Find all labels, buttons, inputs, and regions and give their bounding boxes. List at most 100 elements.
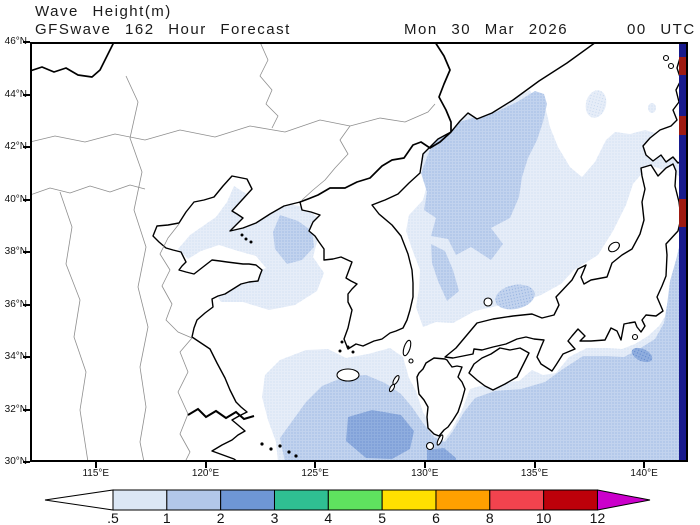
lat-tick-label: 40°N	[4, 193, 27, 205]
yangtze-river	[187, 407, 255, 421]
colorbar-tick-label: 1	[163, 510, 171, 525]
province-border-8	[29, 184, 146, 196]
lat-tick-label: 36°N	[4, 298, 27, 310]
colorbar-segment	[220, 489, 275, 511]
lat-tick-mark	[23, 198, 30, 201]
lat-tick-label: 46°N	[4, 36, 27, 47]
boundary-lines-layer	[29, 41, 452, 463]
east-boundary-stripe	[679, 42, 688, 462]
island-jeju	[336, 368, 360, 382]
island-tsushima	[402, 339, 412, 357]
islets-zhoushan	[260, 442, 298, 458]
lat-tick-label: 44°N	[4, 88, 27, 100]
wave-region-south-of-kyushu-core	[427, 448, 456, 462]
colorbar-tick-label: 4	[324, 510, 332, 525]
lon-tick-mark	[643, 462, 646, 468]
island-goto-2	[388, 383, 396, 393]
colorbar-segment	[543, 489, 598, 511]
land-layer	[29, 41, 689, 463]
lat-tick-mark	[23, 93, 30, 96]
lat-tick-mark	[23, 461, 30, 463]
coastline-mainland-asia	[29, 41, 597, 463]
wave-shading-layer	[178, 90, 688, 462]
lat-tick-label: 30°N	[4, 456, 27, 467]
province-border-5	[301, 125, 351, 201]
islets-korea-southwest	[338, 340, 355, 354]
coastline-honshu	[444, 163, 682, 372]
coastline-shikoku	[468, 347, 530, 391]
colorbar-tick-label: .5	[107, 510, 119, 525]
island-izu-oshima	[631, 333, 639, 341]
island-rebun	[662, 54, 670, 62]
colorbar-tick-label: 3	[271, 510, 279, 525]
wave-region-korea-bay-core	[273, 215, 314, 264]
lat-tick-label: 38°N	[4, 246, 27, 257]
colorbar-tick-label: 6	[432, 510, 440, 525]
lon-tick-mark	[423, 462, 426, 468]
wave-region-sanin-offshore-patch	[495, 284, 535, 310]
colorbar-tick-label: 8	[486, 510, 494, 525]
colorbar-segment	[381, 489, 437, 511]
colorbar-tick-label: 10	[536, 510, 552, 525]
island-sado	[608, 241, 620, 253]
wave-height-map-svg	[29, 41, 689, 463]
lon-tick-mark	[533, 462, 536, 468]
model-forecast-label: GFSwave 162 Hour Forecast	[35, 21, 291, 38]
colorbar: .5 1 2 3 4 5 6 8 10 12	[44, 489, 651, 525]
lat-tick-label: 42°N	[4, 141, 27, 152]
lat-tick-mark	[23, 251, 30, 253]
coastline-kyushu	[416, 357, 466, 437]
lat-tick-mark	[23, 303, 30, 306]
province-border-4	[159, 223, 193, 339]
border-nk-china	[299, 131, 452, 203]
lon-tick-label: 125°E	[301, 468, 329, 479]
province-border-3	[59, 191, 89, 463]
wave-region-east-of-korea-patch	[431, 244, 459, 301]
wave-region-primorye-detached-spot	[585, 90, 607, 118]
colorbar-tick-label: 12	[590, 510, 606, 525]
province-border-6	[259, 41, 279, 129]
edge-stripe-red-1	[679, 57, 688, 75]
colorbar-segment	[435, 489, 491, 511]
island-oki	[483, 297, 493, 307]
island-rishiri	[667, 62, 675, 70]
wave-region-sea-of-japan-core	[421, 91, 547, 260]
lat-tick-label: 32°N	[4, 403, 27, 415]
lon-tick-label: 115°E	[82, 468, 110, 479]
province-border-2	[125, 75, 149, 463]
lat-tick-mark	[23, 41, 30, 43]
colorbar-segment	[489, 489, 545, 511]
lat-tick-mark	[23, 408, 30, 411]
edge-stripe-navy	[679, 42, 688, 462]
islets-bohai-strait	[240, 233, 253, 244]
colorbar-segment	[327, 489, 383, 511]
colorbar-segment	[166, 489, 222, 511]
map-canvas	[29, 41, 689, 463]
map-frame	[30, 42, 688, 462]
island-tanegashima	[436, 434, 444, 446]
valid-time-label: 00 UTC	[627, 21, 696, 38]
edge-stripe-red-3	[679, 199, 688, 227]
colorbar-below-arrow	[44, 489, 114, 511]
colorbar-segment	[273, 489, 329, 511]
wave-region-bohai-yellow-sea	[178, 186, 324, 310]
lon-tick-mark	[204, 462, 207, 468]
lon-tick-label: 130°E	[411, 468, 439, 479]
lat-tick-mark	[23, 356, 30, 358]
lon-tick-mark	[94, 462, 97, 468]
province-border-1	[29, 103, 436, 143]
border-china-mongolia	[29, 41, 115, 78]
wave-region-west-of-kyushu-core	[346, 410, 414, 459]
colorbar-tick-label: 5	[378, 510, 386, 525]
valid-date-label: Mon 30 Mar 2026	[404, 21, 569, 38]
wave-region-hokkaido-west-spot	[648, 103, 656, 113]
province-border-7	[177, 337, 193, 463]
island-iki	[408, 358, 414, 364]
colorbar-above-arrow	[596, 489, 651, 511]
lon-tick-mark	[314, 462, 317, 468]
lon-tick-label: 135°E	[520, 468, 549, 479]
lon-tick-label: 120°E	[191, 468, 220, 479]
lon-tick-label: 140°E	[630, 468, 658, 479]
island-yakushima	[425, 441, 435, 451]
